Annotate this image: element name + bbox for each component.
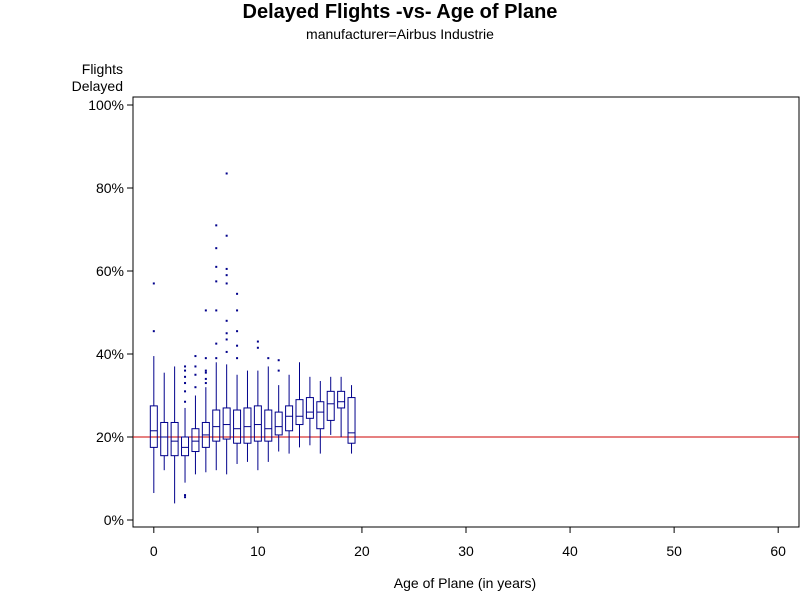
- outlier-point: [204, 369, 207, 372]
- x-tick-label: 40: [562, 543, 578, 559]
- outlier-point: [194, 373, 197, 376]
- box: [212, 409, 221, 442]
- box: [316, 401, 325, 430]
- outlier-point: [225, 350, 228, 353]
- chart-subtitle: manufacturer=Airbus Industrie: [306, 26, 494, 42]
- outlier-point: [215, 309, 218, 312]
- x-tick-label: 10: [250, 543, 266, 559]
- outlier-point: [225, 338, 228, 341]
- outlier-point: [236, 309, 239, 312]
- box: [181, 436, 190, 457]
- outlier-point: [184, 400, 187, 403]
- outlier-point: [236, 292, 239, 295]
- box: [233, 409, 242, 444]
- outlier-point: [204, 357, 207, 360]
- box: [160, 421, 169, 457]
- outlier-point: [204, 309, 207, 312]
- box: [191, 428, 200, 453]
- outlier-point: [184, 382, 187, 385]
- outlier-point: [215, 247, 218, 250]
- x-tick-label: 60: [770, 543, 786, 559]
- y-tick-label: 40%: [96, 346, 124, 362]
- outlier-point: [194, 386, 197, 389]
- outlier-point: [184, 496, 187, 499]
- box: [170, 421, 179, 457]
- plot-frame: [132, 96, 800, 528]
- y-axis-label-line1: Flights: [81, 61, 123, 77]
- box: [274, 411, 283, 436]
- outlier-point: [277, 359, 280, 362]
- x-tick-label: 20: [354, 543, 370, 559]
- x-tick-label: 30: [458, 543, 474, 559]
- outlier-point: [215, 342, 218, 345]
- outlier-point: [256, 346, 259, 349]
- outlier-point: [184, 494, 187, 497]
- outlier-point: [225, 319, 228, 322]
- outlier-point: [152, 282, 155, 285]
- outlier-point: [204, 382, 207, 385]
- outlier-point: [184, 390, 187, 393]
- outlier-point: [236, 330, 239, 333]
- outlier-point: [194, 365, 197, 368]
- outlier-point: [225, 234, 228, 237]
- y-tick-label: 20%: [96, 429, 124, 445]
- chart-title: Delayed Flights -vs- Age of Plane: [242, 1, 558, 23]
- box: [295, 399, 304, 426]
- box: [285, 405, 294, 432]
- outlier-point: [256, 340, 259, 343]
- x-axis-label: Age of Plane (in years): [393, 575, 537, 591]
- outlier-point: [184, 369, 187, 372]
- outlier-point: [204, 377, 207, 380]
- box: [347, 397, 356, 444]
- y-axis-label: Flights Delayed: [40, 61, 123, 95]
- outlier-point: [184, 365, 187, 368]
- outlier-point: [215, 224, 218, 227]
- outlier-point: [225, 267, 228, 270]
- outlier-point: [225, 172, 228, 175]
- outlier-point: [236, 357, 239, 360]
- box: [326, 390, 335, 421]
- outlier-point: [204, 371, 207, 374]
- x-tick-label: 50: [666, 543, 682, 559]
- y-tick-label: 0%: [104, 512, 124, 528]
- outlier-point: [225, 274, 228, 277]
- box: [305, 397, 314, 419]
- outlier-point: [277, 369, 280, 372]
- outlier-point: [184, 375, 187, 378]
- y-axis-label-line2: Delayed: [71, 78, 123, 94]
- outlier-point: [225, 282, 228, 285]
- box: [264, 409, 273, 442]
- outlier-point: [215, 265, 218, 268]
- box: [222, 407, 231, 440]
- outlier-point: [225, 332, 228, 335]
- outlier-point: [236, 344, 239, 347]
- y-tick-label: 80%: [96, 180, 124, 196]
- box: [253, 405, 262, 442]
- x-tick-label: 0: [150, 543, 158, 559]
- outlier-point: [194, 355, 197, 358]
- outlier-point: [215, 357, 218, 360]
- outlier-point: [267, 357, 270, 360]
- y-tick-label: 100%: [88, 97, 124, 113]
- box: [243, 407, 252, 444]
- outlier-point: [152, 330, 155, 333]
- outlier-point: [215, 280, 218, 283]
- box: [149, 405, 158, 448]
- box: [337, 390, 346, 409]
- y-tick-label: 60%: [96, 263, 124, 279]
